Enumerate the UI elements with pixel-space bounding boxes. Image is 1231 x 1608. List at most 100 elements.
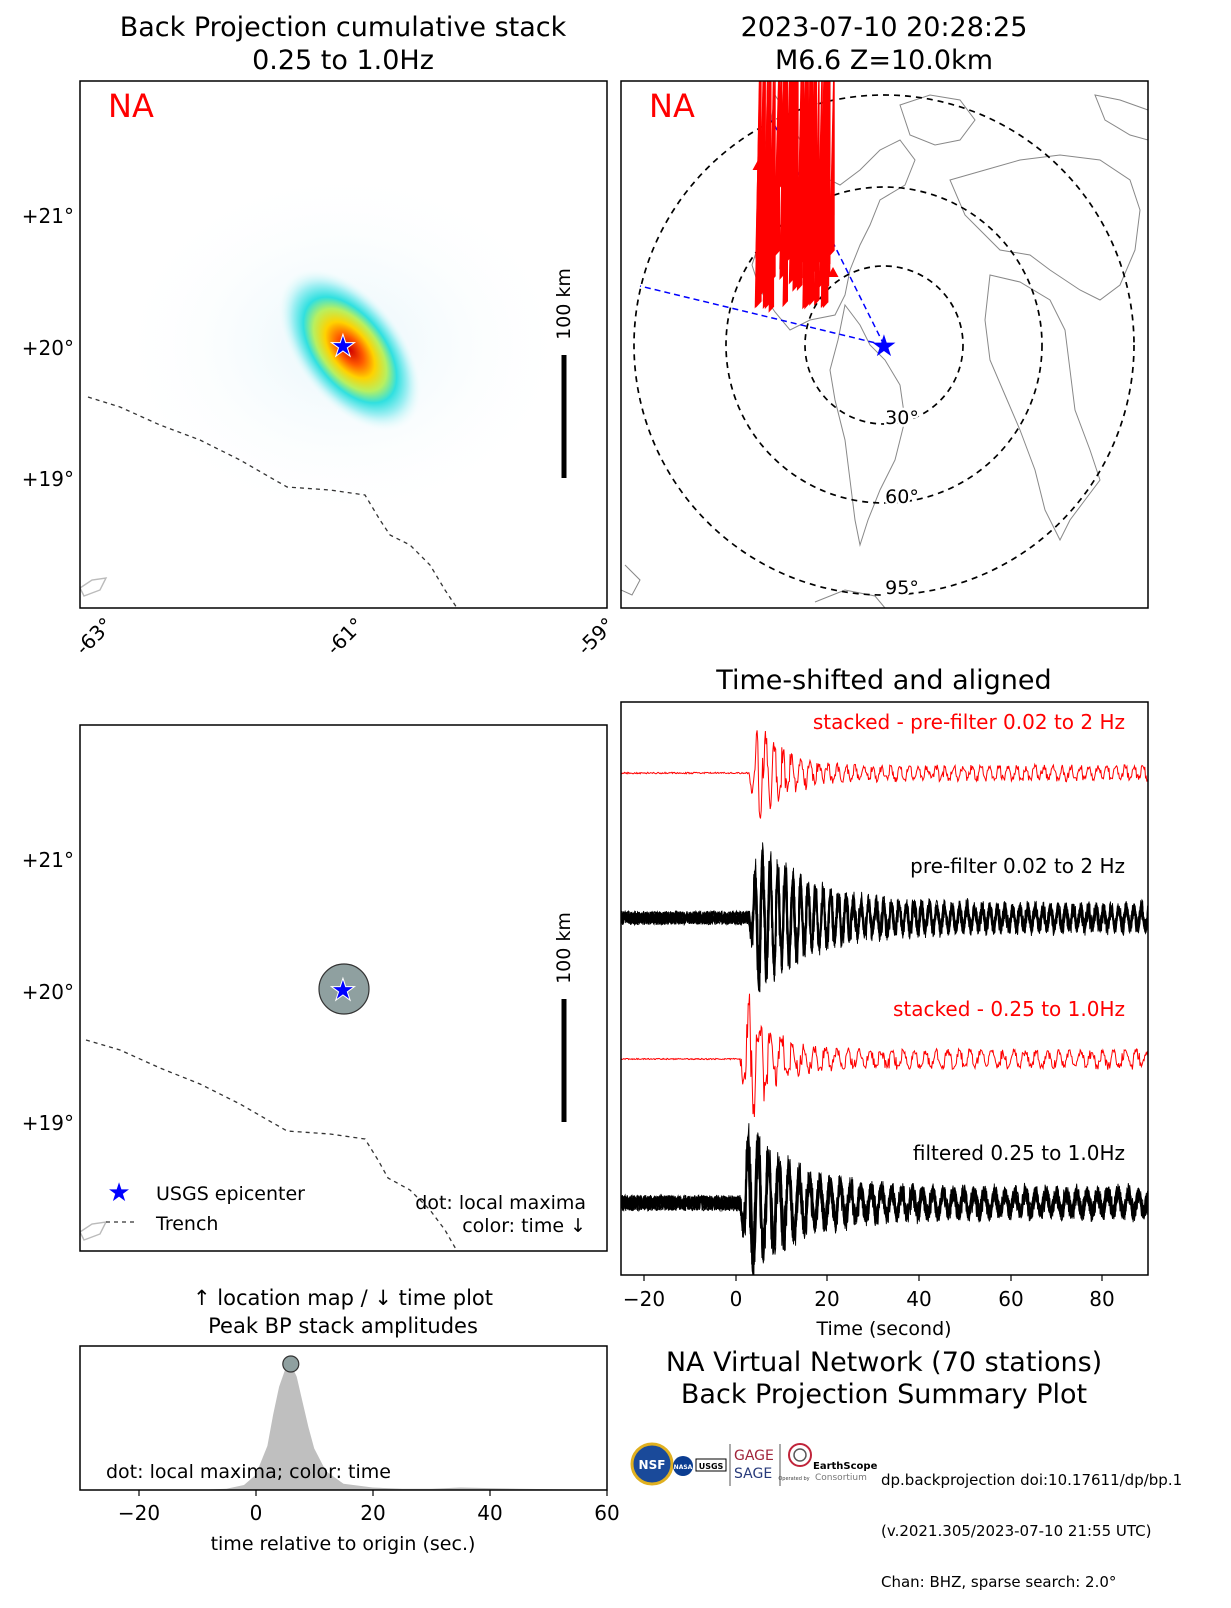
peak-plot-title-line2: Peak BP stack amplitudes [208, 1314, 478, 1338]
trace-label-filtered: filtered 0.25 to 1.0Hz [913, 1141, 1125, 1165]
peak-x-tick: 40 [477, 1501, 502, 1525]
ring-label: 60° [885, 486, 919, 508]
lon-tick: -61° [321, 613, 368, 660]
bp-energy-blob [277, 267, 423, 433]
lat-tick: +19° [22, 467, 74, 491]
coastline-fragment [80, 577, 108, 597]
location-epicenter-star: ★ [330, 973, 357, 1008]
seis-x-tick: 60 [998, 1287, 1023, 1311]
trench-line [85, 1039, 458, 1251]
backprojection-figure: Back Projection cumulative stack 0.25 to… [22, 12, 1149, 1555]
peak-x-label: time relative to origin (sec.) [211, 1533, 476, 1555]
scale-bar-label: 100 km [553, 912, 575, 984]
lat-tick: +19° [22, 1111, 74, 1135]
coastline-fragment [80, 1221, 108, 1241]
station-triangle [807, 81, 813, 294]
peak-x-tick: 60 [594, 1501, 619, 1525]
bp-map-title-line2: 0.25 to 1.0Hz [252, 45, 434, 76]
peak-amplitude-panel: ↑ location map / ↓ time plot Peak BP sta… [79, 1286, 620, 1555]
local-maximum-dot [318, 963, 370, 1015]
station-triangle [796, 81, 803, 292]
nasa-logo-icon: NASA [673, 1456, 693, 1476]
scale-bar-label: 100 km [553, 268, 575, 340]
network-tag: NA [649, 87, 695, 125]
legend-epicenter-label: USGS epicenter [156, 1183, 305, 1205]
peak-plot-note: dot: local maxima; color: time [106, 1461, 391, 1483]
station-triangle [752, 160, 764, 170]
location-map-frame [79, 724, 608, 1252]
station-triangle [814, 209, 826, 219]
lon-tick: -63° [70, 613, 117, 660]
credit-doi: dp.backprojection doi:10.17611/dp/bp.1 [881, 1471, 1183, 1489]
seis-x-tick: 80 [1089, 1287, 1114, 1311]
summary-title-line1: NA Virtual Network (70 stations) [666, 1347, 1102, 1378]
station-triangle [802, 81, 808, 310]
ring-label: 30° [885, 407, 919, 429]
seismic-trace [621, 730, 1148, 819]
seismogram-panel: Time-shifted and aligned stacked - pre-f… [620, 665, 1149, 1340]
credit-block: dp.backprojection doi:10.17611/dp/bp.1 (… [881, 1438, 1182, 1608]
seismic-trace [621, 854, 1148, 982]
svg-text:NSF: NSF [639, 1458, 666, 1472]
event-time-title: 2023-07-10 20:28:25 [741, 12, 1028, 43]
seis-x-tick: 20 [814, 1287, 839, 1311]
station-triangle [782, 81, 789, 308]
peak-local-maximum-dot [282, 1355, 300, 1373]
continent-outlines [621, 93, 1148, 608]
trace-label-stacked-filtered: stacked - 0.25 to 1.0Hz [893, 997, 1125, 1021]
station-triangle [762, 81, 769, 309]
bp-stack-panel: Back Projection cumulative stack 0.25 to… [22, 12, 620, 660]
bp-map-frame [79, 80, 608, 609]
lat-tick: +21° [22, 204, 74, 228]
seismogram-title: Time-shifted and aligned [715, 665, 1051, 696]
station-map-panel: 2023-07-10 20:28:25 M6.6 Z=10.0km 30° 60… [620, 12, 1149, 609]
summary-block: NA Virtual Network (70 stations) Back Pr… [630, 1347, 1102, 1486]
credit-channel: Chan: BHZ, sparse search: 2.0° [881, 1573, 1117, 1591]
seismic-traces [621, 730, 1148, 1275]
seis-x-tick: −20 [623, 1287, 665, 1311]
location-note-line1: dot: local maxima [415, 1192, 586, 1214]
seismogram-frame [620, 701, 1149, 1276]
station-map-epicenter-star: ★ [871, 329, 898, 364]
svg-text:USGS: USGS [699, 1462, 724, 1471]
svg-text:NASA: NASA [674, 1464, 693, 1471]
nsf-logo-icon: NSF [630, 1442, 674, 1486]
lat-tick: +20° [22, 980, 74, 1004]
station-map-frame [620, 80, 1149, 609]
location-map-panel: ★ 100 km ★ USGS epicenter Trench dot: lo… [22, 724, 608, 1252]
bp-map-title-line1: Back Projection cumulative stack [120, 12, 567, 43]
seis-x-tick: 40 [906, 1287, 931, 1311]
summary-title-line2: Back Projection Summary Plot [681, 1379, 1087, 1410]
seismic-trace [621, 993, 1148, 1118]
station-triangle [791, 81, 798, 243]
earthscope-logo-text: EarthScope [813, 1461, 878, 1472]
peak-plot-title-line1: ↑ location map / ↓ time plot [193, 1286, 493, 1310]
station-triangles [752, 81, 839, 313]
lat-tick: +20° [22, 336, 74, 360]
station-triangle [770, 81, 776, 283]
station-triangle [779, 81, 785, 270]
network-tag: NA [108, 87, 154, 125]
bp-map-epicenter-star: ★ [330, 329, 357, 364]
peak-x-tick: 0 [250, 1501, 263, 1525]
station-triangle [827, 267, 839, 277]
peak-x-tick: 20 [360, 1501, 385, 1525]
lon-tick: -59° [572, 613, 619, 660]
station-triangle [829, 81, 835, 257]
station-triangle [774, 81, 781, 257]
seis-x-label: Time (second) [815, 1318, 951, 1340]
station-triangle [758, 81, 764, 298]
seismogram-x-axis [643, 1275, 1103, 1281]
trace-label-stacked-prefilter: stacked - pre-filter 0.02 to 2 Hz [813, 710, 1125, 734]
peak-plot-frame [79, 1345, 608, 1491]
usgs-logo-icon: USGS [695, 1458, 727, 1472]
trace-label-prefilter: pre-filter 0.02 to 2 Hz [910, 854, 1125, 878]
svg-text:Operated by: Operated by [778, 1476, 809, 1482]
seismic-trace [621, 1136, 1148, 1275]
legend-star-icon: ★ [107, 1178, 130, 1208]
gage-logo-text: GAGE [734, 1448, 774, 1464]
peak-plot-x-axis [138, 1490, 608, 1496]
earthscope-logo-icon: Operated by [778, 1443, 812, 1482]
legend-trench-label: Trench [155, 1213, 218, 1235]
seis-x-tick: 0 [730, 1287, 743, 1311]
